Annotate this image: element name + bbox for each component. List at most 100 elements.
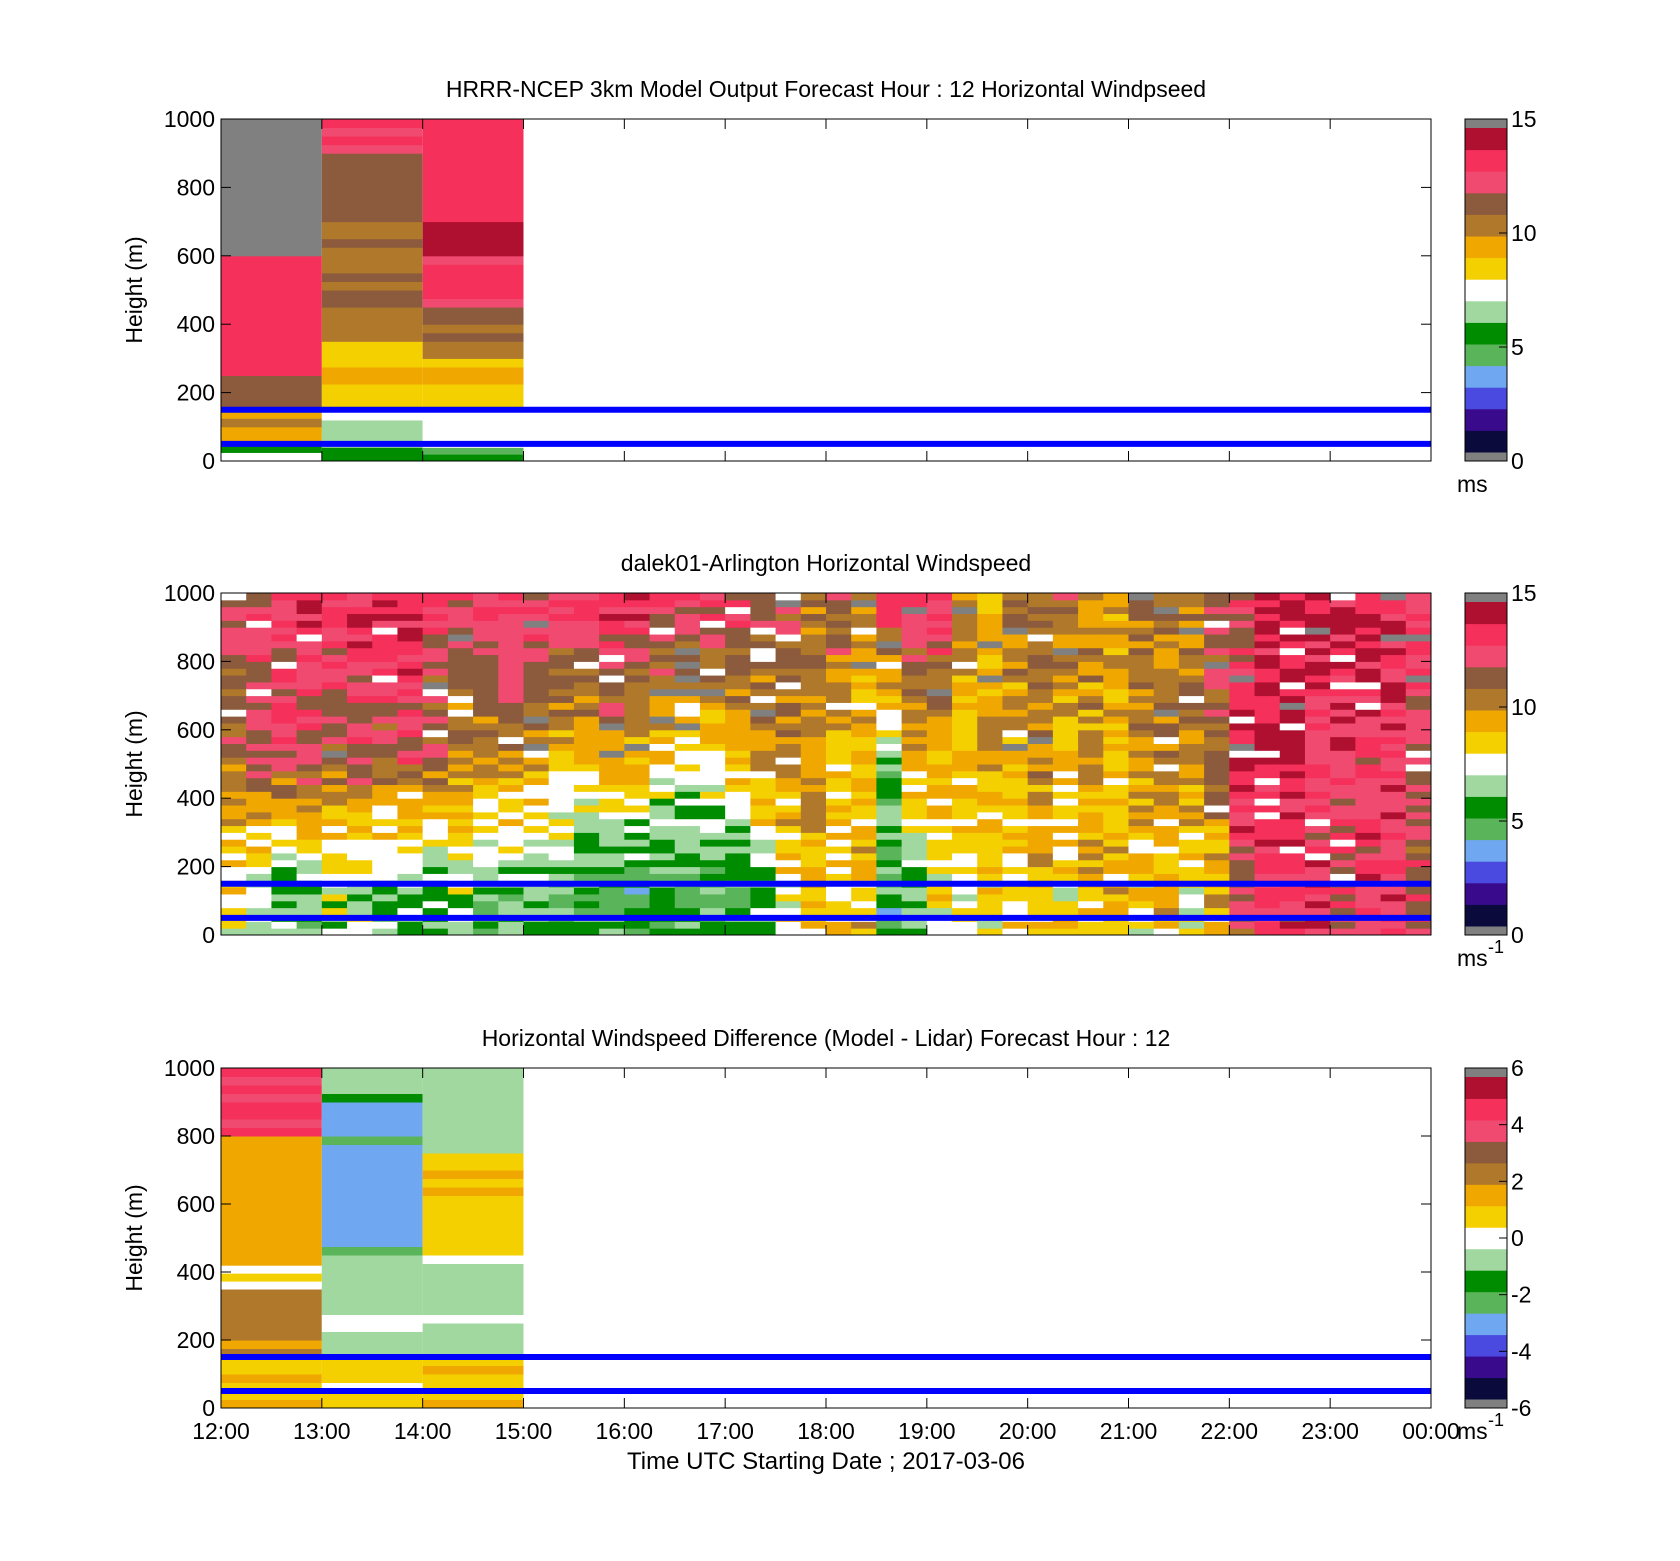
heatmap-cell bbox=[725, 702, 751, 710]
heatmap-cell bbox=[1178, 620, 1205, 628]
colorbar-swatch bbox=[1465, 1168, 1507, 1175]
heatmap-cell bbox=[851, 832, 877, 840]
heatmap-cell bbox=[1330, 928, 1356, 935]
heatmap-cell bbox=[1027, 866, 1054, 874]
heatmap-cell bbox=[1279, 798, 1306, 806]
heatmap-cell bbox=[674, 852, 701, 861]
colorbar-swatch bbox=[1465, 403, 1507, 410]
heatmap-cell bbox=[548, 839, 575, 847]
heatmap-cell bbox=[699, 640, 726, 649]
heatmap-cell bbox=[699, 613, 726, 621]
heatmap-cell bbox=[447, 627, 474, 635]
heatmap-cell bbox=[901, 852, 928, 861]
heatmap-cell bbox=[523, 750, 550, 758]
heatmap-cell bbox=[246, 668, 272, 676]
heatmap-cell bbox=[1128, 832, 1155, 840]
heatmap-cell bbox=[447, 606, 474, 615]
heatmap-cell bbox=[422, 743, 449, 751]
heatmap-cell bbox=[1229, 852, 1256, 861]
heatmap-cell bbox=[1279, 928, 1306, 935]
colorbar-swatch bbox=[1465, 866, 1507, 873]
heatmap-cell bbox=[1128, 770, 1155, 779]
heatmap-cell bbox=[1128, 634, 1155, 642]
heatmap-cell bbox=[851, 722, 877, 731]
heatmap-cell bbox=[1078, 907, 1104, 915]
heatmap-cell bbox=[876, 695, 903, 703]
heatmap-cell bbox=[826, 702, 852, 710]
heatmap-cell bbox=[523, 811, 550, 820]
heatmap-cell bbox=[725, 599, 751, 608]
colorbar-swatch bbox=[1465, 203, 1507, 210]
heatmap-cell bbox=[321, 409, 423, 421]
heatmap-cell bbox=[1078, 764, 1104, 772]
heatmap-cell bbox=[498, 647, 524, 656]
heatmap-cell bbox=[952, 770, 978, 779]
heatmap-cell bbox=[1279, 736, 1306, 744]
heatmap-cell bbox=[573, 757, 600, 765]
heatmap-cell bbox=[221, 1187, 322, 1197]
heatmap-cell bbox=[1204, 613, 1230, 621]
heatmap-cell bbox=[473, 784, 499, 792]
heatmap-cell bbox=[599, 729, 625, 738]
heatmap-cell bbox=[876, 599, 903, 608]
heatmap-cell bbox=[1103, 770, 1129, 779]
heatmap-cell bbox=[473, 798, 499, 806]
heatmap-cell bbox=[1204, 722, 1230, 731]
heatmap-cell bbox=[599, 928, 625, 935]
heatmap-cell bbox=[876, 873, 903, 881]
heatmap-cell bbox=[977, 702, 1003, 710]
heatmap-cell bbox=[422, 709, 449, 717]
heatmap-cell bbox=[296, 770, 323, 779]
colorbar-swatch bbox=[1465, 1093, 1507, 1099]
heatmap-cell bbox=[1153, 702, 1180, 710]
colorbar-swatch bbox=[1465, 639, 1507, 646]
heatmap-cell bbox=[221, 187, 322, 197]
heatmap-cell bbox=[699, 757, 726, 765]
heatmap-cell bbox=[1330, 606, 1356, 615]
heatmap-cell bbox=[1002, 716, 1029, 724]
heatmap-cell bbox=[221, 900, 247, 909]
heatmap-cell bbox=[271, 647, 298, 656]
heatmap-cell bbox=[422, 900, 449, 909]
heatmap-cell bbox=[296, 859, 323, 868]
heatmap-cell bbox=[1204, 743, 1230, 751]
heatmap-cell bbox=[347, 688, 373, 697]
heatmap-cell bbox=[1405, 757, 1431, 765]
heatmap-cell bbox=[573, 702, 600, 710]
heatmap-cell bbox=[1178, 722, 1205, 731]
heatmap-cell bbox=[977, 818, 1003, 827]
heatmap-cell bbox=[876, 832, 903, 840]
heatmap-cell bbox=[649, 606, 676, 615]
heatmap-cell bbox=[674, 743, 701, 751]
heatmap-cell bbox=[1405, 928, 1431, 935]
heatmap-cell bbox=[447, 818, 474, 827]
heatmap-cell bbox=[347, 695, 373, 703]
heatmap-cell bbox=[1204, 770, 1230, 779]
heatmap-cell bbox=[851, 757, 877, 765]
heatmap-cell bbox=[447, 791, 474, 799]
heatmap-cell bbox=[1204, 750, 1230, 758]
heatmap-cell bbox=[775, 722, 802, 731]
heatmap-cell bbox=[1178, 743, 1205, 751]
heatmap-cell bbox=[1254, 900, 1281, 909]
colorbar-swatch bbox=[1465, 920, 1507, 927]
colorbar-swatch bbox=[1465, 704, 1507, 711]
heatmap-cell bbox=[851, 846, 877, 854]
heatmap-cell bbox=[1405, 599, 1431, 608]
heatmap-cell bbox=[1355, 928, 1382, 935]
heatmap-cell bbox=[347, 668, 373, 676]
heatmap-cell bbox=[1002, 606, 1029, 615]
heatmap-cell bbox=[826, 750, 852, 758]
heatmap-cell bbox=[876, 593, 903, 601]
heatmap-cell bbox=[674, 900, 701, 909]
heatmap-cell bbox=[1128, 675, 1155, 683]
heatmap-cell bbox=[498, 770, 524, 779]
heatmap-cell bbox=[1330, 750, 1356, 758]
heatmap-cell bbox=[599, 606, 625, 615]
heatmap-cell bbox=[246, 791, 272, 799]
colorbar-tick-label: 15 bbox=[1511, 106, 1537, 132]
heatmap-cell bbox=[1330, 722, 1356, 731]
heatmap-cell bbox=[347, 928, 373, 935]
heatmap-cell bbox=[1405, 716, 1431, 724]
heatmap-cell bbox=[1178, 736, 1205, 744]
